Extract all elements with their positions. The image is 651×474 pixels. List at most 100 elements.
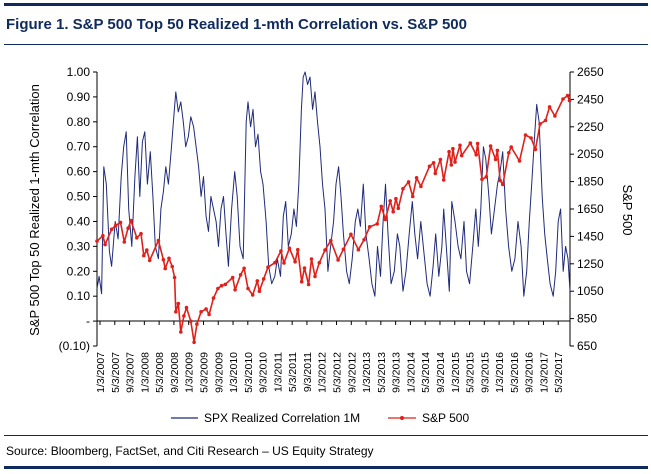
sp500-point (309, 257, 314, 261)
sp500-point (367, 225, 372, 229)
sp500-point (517, 159, 522, 163)
sp500-point (139, 231, 143, 236)
sp500-point (156, 238, 161, 243)
y-tick-label: 0.80 (67, 115, 91, 129)
x-tick-label: 5/3/2014 (420, 352, 432, 393)
sp500-point (250, 293, 255, 297)
sp500-point (95, 239, 99, 243)
sp500-point (394, 196, 398, 201)
sp500-point (474, 152, 479, 157)
sp500-point (362, 237, 366, 242)
sp500-point (103, 242, 107, 247)
sp500-point (553, 114, 557, 118)
sp500-point (122, 240, 127, 244)
sp500-point (495, 148, 500, 153)
bottom-rule (4, 466, 648, 469)
y2-tick-label: 2050 (577, 147, 604, 161)
sp500-point (383, 217, 388, 222)
sp500-point (199, 310, 203, 314)
sp500-point (406, 180, 411, 184)
y2-tick-label: 1650 (577, 202, 604, 216)
sp500-point (561, 97, 565, 101)
sp500-point (329, 238, 333, 243)
sp500-point (176, 301, 181, 306)
y-tick-label: (0.10) (59, 339, 90, 353)
plot-area (96, 72, 571, 346)
sp500-point (167, 256, 171, 261)
sp500-point (433, 171, 438, 176)
sp500-point (135, 236, 139, 240)
sp500-point (529, 136, 533, 140)
legend-label-correlation: SPX Realized Correlation 1M (204, 411, 360, 425)
sp500-point (484, 175, 489, 179)
x-tick-label: 1/3/2014 (405, 352, 417, 393)
legend-label-sp500: S&P 500 (422, 411, 469, 425)
sp500-point (216, 286, 220, 291)
series-layer (95, 71, 572, 345)
sp500-point (172, 275, 177, 280)
sp500-point (523, 133, 528, 137)
y-tick-label: 1.00 (67, 65, 91, 79)
x-tick-label: 5/3/2009 (198, 352, 210, 393)
x-tick-label: 5/3/2016 (509, 352, 521, 393)
sp500-point (468, 141, 473, 145)
sp500-point (565, 93, 570, 98)
x-tick-label: 1/3/2012 (317, 352, 329, 393)
sp500-point (458, 143, 462, 148)
x-tick-label: 1/3/2011 (272, 352, 284, 392)
sp500-point (313, 274, 317, 279)
sp500-point (174, 310, 178, 314)
sp500-point (101, 233, 105, 238)
sp500-point (538, 122, 542, 126)
x-tick-label: 5/3/2012 (332, 352, 344, 393)
sp500-point (207, 312, 211, 317)
sp500-point (266, 265, 270, 270)
right-axis: 2650 2450 2250 2050 1850 1650 1450 1250 1050 850 6… (570, 65, 604, 353)
x-tick-label: 1/3/2016 (494, 352, 506, 393)
sp500-point (431, 161, 436, 165)
y2-tick-label: 650 (577, 339, 597, 353)
x-tick-label: 5/3/2010 (243, 352, 255, 393)
sp500-point (255, 279, 260, 283)
sp500-point (230, 275, 235, 280)
sp500-point (233, 288, 237, 292)
y-tick-label: - (86, 314, 90, 328)
sp500-point (273, 260, 277, 265)
x-tick-label: 1/3/2009 (184, 352, 196, 393)
y2-tick-label: 1250 (577, 257, 604, 271)
x-tick-label: 9/3/2012 (346, 352, 358, 393)
x-tick-label: 9/3/2010 (258, 352, 270, 393)
x-tick-label: 9/3/2009 (213, 352, 225, 393)
x-tick-label: 5/3/2011 (287, 352, 299, 392)
y-tick-label: 0.40 (67, 214, 91, 228)
sp500-point (118, 220, 123, 225)
sp500-point (427, 164, 432, 169)
sp500-point (306, 282, 311, 287)
x-tick-label: 5/3/2015 (465, 352, 477, 393)
legend-marker-sp500 (400, 416, 404, 420)
x-tick-label: 9/3/2008 (169, 352, 181, 393)
sp500-point (195, 322, 199, 326)
sp500-point (161, 257, 166, 262)
sp500-point (453, 160, 457, 164)
sp500-point (189, 319, 193, 324)
sp500-point (356, 247, 361, 252)
sp500-point (182, 314, 186, 318)
sp500-point (488, 144, 493, 148)
series-line-correlation (96, 71, 571, 297)
sp500-point (441, 178, 446, 182)
sp500-point (388, 199, 393, 203)
sp500-point (493, 157, 498, 162)
sp500-point (211, 296, 216, 300)
sp500-point (204, 307, 208, 311)
x-tick-label: 9/3/2015 (479, 352, 491, 393)
sp500-point (323, 248, 327, 252)
y-tick-label: 0.10 (67, 289, 91, 303)
sp500-point (547, 105, 552, 109)
x-axis: 1/3/2007 5/3/2007 9/3/2007 1/3/2008 5/3/2008… (95, 321, 565, 393)
sp500-point (257, 289, 262, 294)
sp500-point (179, 330, 183, 334)
sp500-point (238, 273, 243, 277)
x-tick-label: 9/3/2007 (125, 352, 137, 393)
